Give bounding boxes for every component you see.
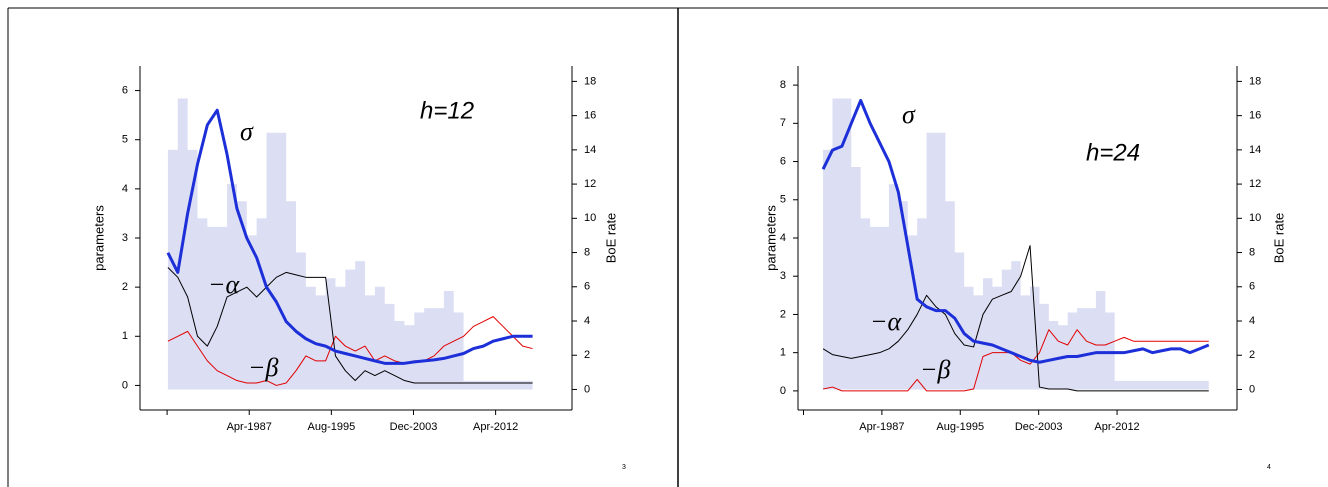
y2-tick-label: 18 bbox=[584, 75, 596, 87]
y2-tick-label: 6 bbox=[584, 281, 590, 293]
series-line bbox=[821, 98, 1210, 364]
y2-tick-label: 16 bbox=[584, 110, 596, 122]
rate-area bbox=[167, 98, 533, 390]
y2-tick-label: 18 bbox=[1249, 75, 1261, 87]
y-tick-label: 2 bbox=[780, 308, 786, 320]
x-tick-label: Apr-1987 bbox=[227, 421, 272, 433]
series-line bbox=[822, 329, 1209, 392]
y2-tick-label: 14 bbox=[584, 144, 596, 156]
y2-tick-label: 8 bbox=[584, 246, 590, 258]
y2-axis-label: BoE rate bbox=[603, 213, 618, 264]
series-line bbox=[167, 267, 533, 384]
y2-tick-label: 8 bbox=[1249, 246, 1255, 258]
y-tick-label: 6 bbox=[122, 84, 128, 96]
annotation: h=24 bbox=[1086, 139, 1140, 166]
x-tick-label: Dec-2003 bbox=[1015, 421, 1063, 433]
x-tick-label: Apr-2012 bbox=[1094, 421, 1139, 433]
y2-tick-label: 2 bbox=[1249, 349, 1255, 361]
y-tick-label: 7 bbox=[780, 117, 786, 129]
y-tick-label: 5 bbox=[122, 134, 128, 146]
y2-tick-label: 12 bbox=[584, 178, 596, 190]
series-line bbox=[167, 316, 533, 386]
y-tick-label: 1 bbox=[122, 330, 128, 342]
slide-number: 4 bbox=[1267, 464, 1271, 471]
y-tick-label: 3 bbox=[122, 232, 128, 244]
y-tick-label: 3 bbox=[780, 270, 786, 282]
x-tick-label: Apr-2012 bbox=[473, 421, 518, 433]
y-tick-label: 1 bbox=[780, 347, 786, 359]
y-tick-label: 5 bbox=[780, 194, 786, 206]
annotation: −β bbox=[248, 353, 279, 382]
y-tick-label: 0 bbox=[122, 379, 128, 391]
y-tick-label: 4 bbox=[122, 183, 128, 195]
x-tick-label: Aug-1995 bbox=[308, 421, 356, 433]
y-tick-label: 0 bbox=[780, 385, 786, 397]
annotation: −α bbox=[870, 307, 903, 336]
series-line bbox=[822, 245, 1209, 392]
y2-tick-label: 10 bbox=[1249, 212, 1261, 224]
annotation: σ bbox=[240, 117, 254, 146]
y2-tick-label: 4 bbox=[1249, 315, 1255, 327]
y-tick-label: 6 bbox=[780, 155, 786, 167]
series-line bbox=[166, 108, 533, 365]
y-tick-label: 4 bbox=[780, 232, 786, 244]
annotation: −α bbox=[208, 270, 241, 299]
y2-tick-label: 0 bbox=[1249, 383, 1255, 395]
y2-tick-label: 6 bbox=[1249, 281, 1255, 293]
y2-tick-label: 2 bbox=[584, 349, 590, 361]
y2-tick-label: 4 bbox=[584, 315, 590, 327]
y2-tick-label: 14 bbox=[1249, 144, 1261, 156]
y-tick-label: 2 bbox=[122, 281, 128, 293]
y-tick-label: 8 bbox=[780, 79, 786, 91]
y2-tick-label: 12 bbox=[1249, 178, 1261, 190]
annotation: −β bbox=[920, 355, 951, 384]
y2-tick-label: 16 bbox=[1249, 110, 1261, 122]
x-tick-label: Aug-1995 bbox=[936, 421, 984, 433]
y2-tick-label: 0 bbox=[584, 383, 590, 395]
y2-axis-label: BoE rate bbox=[1271, 213, 1286, 264]
slide-number: 3 bbox=[622, 464, 626, 471]
y2-tick-label: 10 bbox=[584, 212, 596, 224]
annotation: h=12 bbox=[420, 97, 474, 124]
annotation: σ bbox=[902, 100, 916, 129]
y-axis-label: parameters bbox=[763, 205, 778, 271]
x-tick-label: Dec-2003 bbox=[390, 421, 438, 433]
rate-area bbox=[823, 98, 1209, 390]
x-tick-label: Apr-1987 bbox=[859, 421, 904, 433]
y-axis-label: parameters bbox=[91, 205, 106, 271]
